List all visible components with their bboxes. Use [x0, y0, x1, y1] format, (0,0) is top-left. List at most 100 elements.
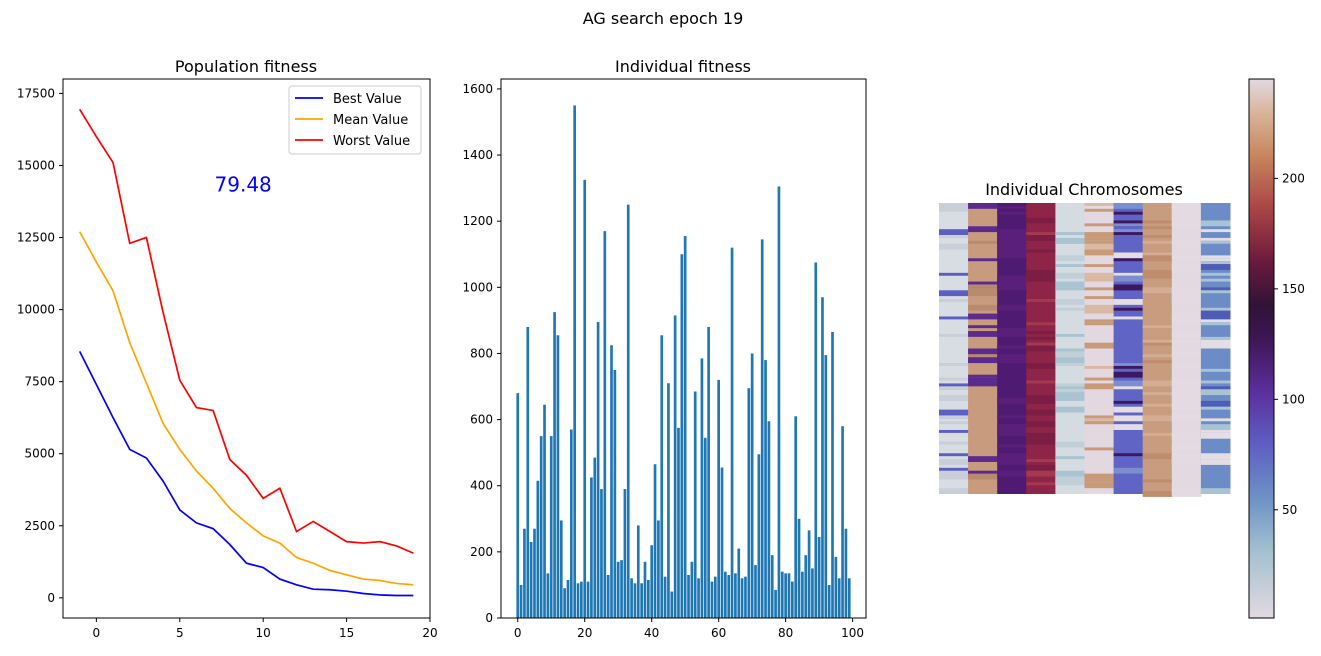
- gene-cell: [968, 290, 998, 297]
- colorbar: 50 100 150 200: [1248, 78, 1305, 619]
- y-tick-label: 1600: [462, 82, 493, 96]
- chromosomes-panel: Individual Chromosomes: [939, 180, 1231, 497]
- gene-cell: [1142, 342, 1173, 346]
- gene-cell: [1026, 459, 1056, 462]
- fitness-bar: [613, 369, 617, 618]
- fitness-bar: [553, 312, 556, 618]
- fitness-bar: [821, 297, 824, 618]
- fitness-bar: [569, 429, 573, 618]
- fitness-bar: [774, 589, 777, 618]
- gene-cell: [997, 232, 1027, 236]
- gene-cell: [1200, 403, 1231, 407]
- fitness-bar: [660, 335, 664, 618]
- gene-cell: [1084, 377, 1115, 381]
- gene-cell: [1200, 255, 1231, 259]
- gene-cell: [1055, 232, 1085, 236]
- gene-cell: [1055, 395, 1085, 401]
- x-tick-label: 15: [339, 626, 354, 640]
- y-tick-label: 17500: [17, 86, 55, 100]
- best-value-annotation: 79.48: [215, 172, 272, 196]
- gene-cell: [939, 409, 969, 413]
- gene-cell: [1113, 223, 1144, 227]
- gene-cell: [1142, 360, 1173, 364]
- gene-cell: [1142, 491, 1173, 497]
- gene-cell: [1026, 232, 1056, 236]
- gene-cell: [1200, 261, 1231, 265]
- gene-cell: [1084, 237, 1115, 241]
- gene-cell: [1171, 432, 1202, 436]
- y-tick-label: 12500: [17, 231, 55, 245]
- gene-cell: [968, 226, 998, 233]
- fitness-bar: [841, 426, 844, 618]
- gene-cell: [1055, 287, 1085, 291]
- gene-cell: [1171, 264, 1202, 270]
- fitness-bar: [787, 573, 791, 618]
- gene-cell: [997, 287, 1027, 291]
- gene-cell: [1084, 415, 1115, 419]
- gene-cell: [1142, 255, 1173, 262]
- fitness-bar: [780, 571, 784, 618]
- fitness-bar: [697, 578, 700, 618]
- gene-cell: [1113, 406, 1144, 413]
- gene-cell: [1026, 345, 1056, 352]
- fitness-bar: [643, 561, 647, 618]
- gene-cell: [1026, 336, 1056, 340]
- gene-cell: [1200, 278, 1231, 282]
- fitness-bar: [740, 578, 744, 618]
- colorbar-tick-label: 150: [1282, 282, 1305, 296]
- fitness-bar: [727, 575, 731, 618]
- fitness-bar: [583, 179, 587, 618]
- gene-cell: [1084, 322, 1115, 326]
- gene-cell: [968, 304, 998, 311]
- gene-cell: [997, 453, 1027, 460]
- gene-cell: [1055, 255, 1085, 262]
- gene-cell: [997, 357, 1027, 361]
- gene-cell: [1142, 220, 1173, 224]
- y-tick-label: 10000: [17, 303, 55, 317]
- y-tick-label: 7500: [24, 375, 55, 389]
- chromosome-column: [1142, 203, 1173, 494]
- gene-cell: [997, 246, 1027, 253]
- gene-cell: [997, 205, 1027, 209]
- gene-cell: [1113, 371, 1144, 378]
- gene-cell: [1171, 333, 1202, 337]
- gene-cell: [968, 456, 998, 462]
- fitness-bar: [757, 454, 761, 618]
- gene-cell: [939, 395, 969, 401]
- gene-cell: [1171, 435, 1202, 439]
- gene-cell: [1171, 351, 1202, 358]
- gene-cell: [1055, 383, 1085, 387]
- fitness-bar: [750, 353, 754, 618]
- gene-cell: [1113, 316, 1144, 320]
- gene-cell: [1171, 412, 1202, 416]
- gene-cell: [1171, 459, 1202, 465]
- gene-cell: [968, 284, 998, 288]
- y-tick-label: 400: [470, 479, 493, 493]
- gene-cell: [1142, 252, 1173, 256]
- gene-cell: [1200, 240, 1231, 244]
- gene-cell: [1026, 269, 1056, 276]
- gene-cell: [1200, 429, 1231, 433]
- gene-cell: [939, 205, 969, 212]
- fitness-bar: [673, 315, 677, 618]
- fitness-bar: [794, 416, 798, 618]
- gene-cell: [1200, 380, 1231, 384]
- gene-cell: [1200, 313, 1231, 320]
- individual-fitness-panel: Individual fitness 0 20 40 60 80 100020040060…: [462, 57, 867, 640]
- gene-cell: [1171, 488, 1202, 492]
- fitness-bar: [790, 581, 794, 618]
- gene-cell: [1171, 223, 1202, 227]
- gene-cell: [1026, 482, 1056, 486]
- population-fitness-panel: Population fitness 0 5 10 15 20 0 2500 5000 7500…: [17, 57, 438, 640]
- gene-cell: [1171, 293, 1202, 300]
- gene-cell: [1113, 232, 1144, 236]
- population-fitness-title: Population fitness: [175, 57, 317, 76]
- gene-cell: [1113, 272, 1144, 276]
- gene-cell: [1200, 432, 1231, 439]
- gene-cell: [1055, 470, 1085, 477]
- gene-cell: [1171, 319, 1202, 323]
- fitness-bar: [784, 573, 787, 618]
- fitness-bar: [623, 489, 627, 618]
- gene-cell: [1055, 307, 1085, 311]
- colorbar-gradient: [1248, 78, 1275, 619]
